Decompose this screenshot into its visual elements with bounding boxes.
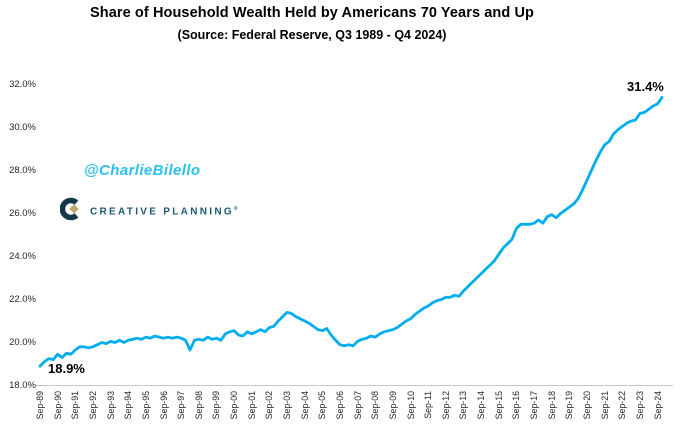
x-tick-label: Sep-89 <box>35 391 45 420</box>
x-tick-label: Sep-11 <box>423 391 434 419</box>
x-tick-label: Sep-05 <box>317 391 328 420</box>
x-tick-label: Sep-96 <box>158 391 169 420</box>
x-tick-label: Sep-90 <box>52 391 63 420</box>
x-tick-label: Sep-95 <box>140 391 151 420</box>
creative-planning-logo-icon <box>59 196 84 227</box>
creative-planning-logo-text: CREATIVE PLANNING® <box>90 205 238 218</box>
x-tick-label: Sep-17 <box>529 391 540 420</box>
x-tick-label: Sep-18 <box>546 391 557 420</box>
end-value-label: 31.4% <box>627 79 664 94</box>
y-tick-label: 24.0% <box>9 250 36 262</box>
x-tick-label: Sep-94 <box>123 391 134 420</box>
y-tick-label: 32.0% <box>9 78 36 90</box>
x-tick-label: Sep-10 <box>405 391 416 420</box>
x-tick-label: Sep-23 <box>634 391 645 420</box>
y-tick-label: 22.0% <box>9 293 36 305</box>
x-tick-label: Sep-93 <box>105 391 116 420</box>
x-tick-label: Sep-21 <box>599 391 610 420</box>
y-tick-label: 18.0% <box>9 379 36 391</box>
x-tick-label: Sep-19 <box>564 391 575 420</box>
x-tick-label: Sep-09 <box>387 391 398 420</box>
x-tick-label: Sep-15 <box>493 391 504 420</box>
y-tick-label: 28.0% <box>9 164 36 176</box>
x-tick-label: Sep-06 <box>334 391 345 420</box>
x-tick-label: Sep-16 <box>511 391 522 420</box>
wealth-share-line-series <box>38 96 664 368</box>
x-tick-label: Sep-24 <box>652 391 663 420</box>
x-tick-label: Sep-92 <box>87 391 98 420</box>
x-tick-label: Sep-22 <box>617 391 628 420</box>
y-tick-label: 26.0% <box>9 207 36 219</box>
chart-subtitle: (Source: Federal Reserve, Q3 1989 - Q4 2… <box>177 28 447 42</box>
x-tick-label: Sep-98 <box>193 391 204 420</box>
creative-planning-logo: CREATIVE PLANNING® <box>59 196 238 227</box>
x-tick-label: Sep-20 <box>582 391 592 420</box>
x-tick-label: Sep-04 <box>299 391 310 420</box>
start-value-label: 18.9% <box>48 361 85 376</box>
x-tick-label: Sep-91 <box>70 391 81 420</box>
trademark-symbol: ® <box>233 205 238 212</box>
x-tick-label: Sep-01 <box>246 391 257 420</box>
chart-title: Share of Household Wealth Held by Americ… <box>90 5 534 21</box>
x-tick-label: Sep-08 <box>370 391 381 420</box>
x-tick-label: Sep-13 <box>458 391 469 420</box>
y-tick-label: 30.0% <box>9 121 36 133</box>
twitter-handle-watermark: @CharlieBilello <box>84 162 201 179</box>
x-tick-label: Sep-02 <box>264 391 275 420</box>
x-tick-label: Sep-14 <box>476 391 487 420</box>
x-tick-label: Sep-07 <box>352 391 363 420</box>
x-tick-label: Sep-12 <box>440 391 451 420</box>
x-tick-label: Sep-00 <box>229 391 240 420</box>
x-tick-label: Sep-99 <box>211 391 222 420</box>
x-tick-label: Sep-97 <box>176 391 187 420</box>
y-tick-label: 20.0% <box>9 336 36 348</box>
x-tick-label: Sep-03 <box>282 391 293 420</box>
